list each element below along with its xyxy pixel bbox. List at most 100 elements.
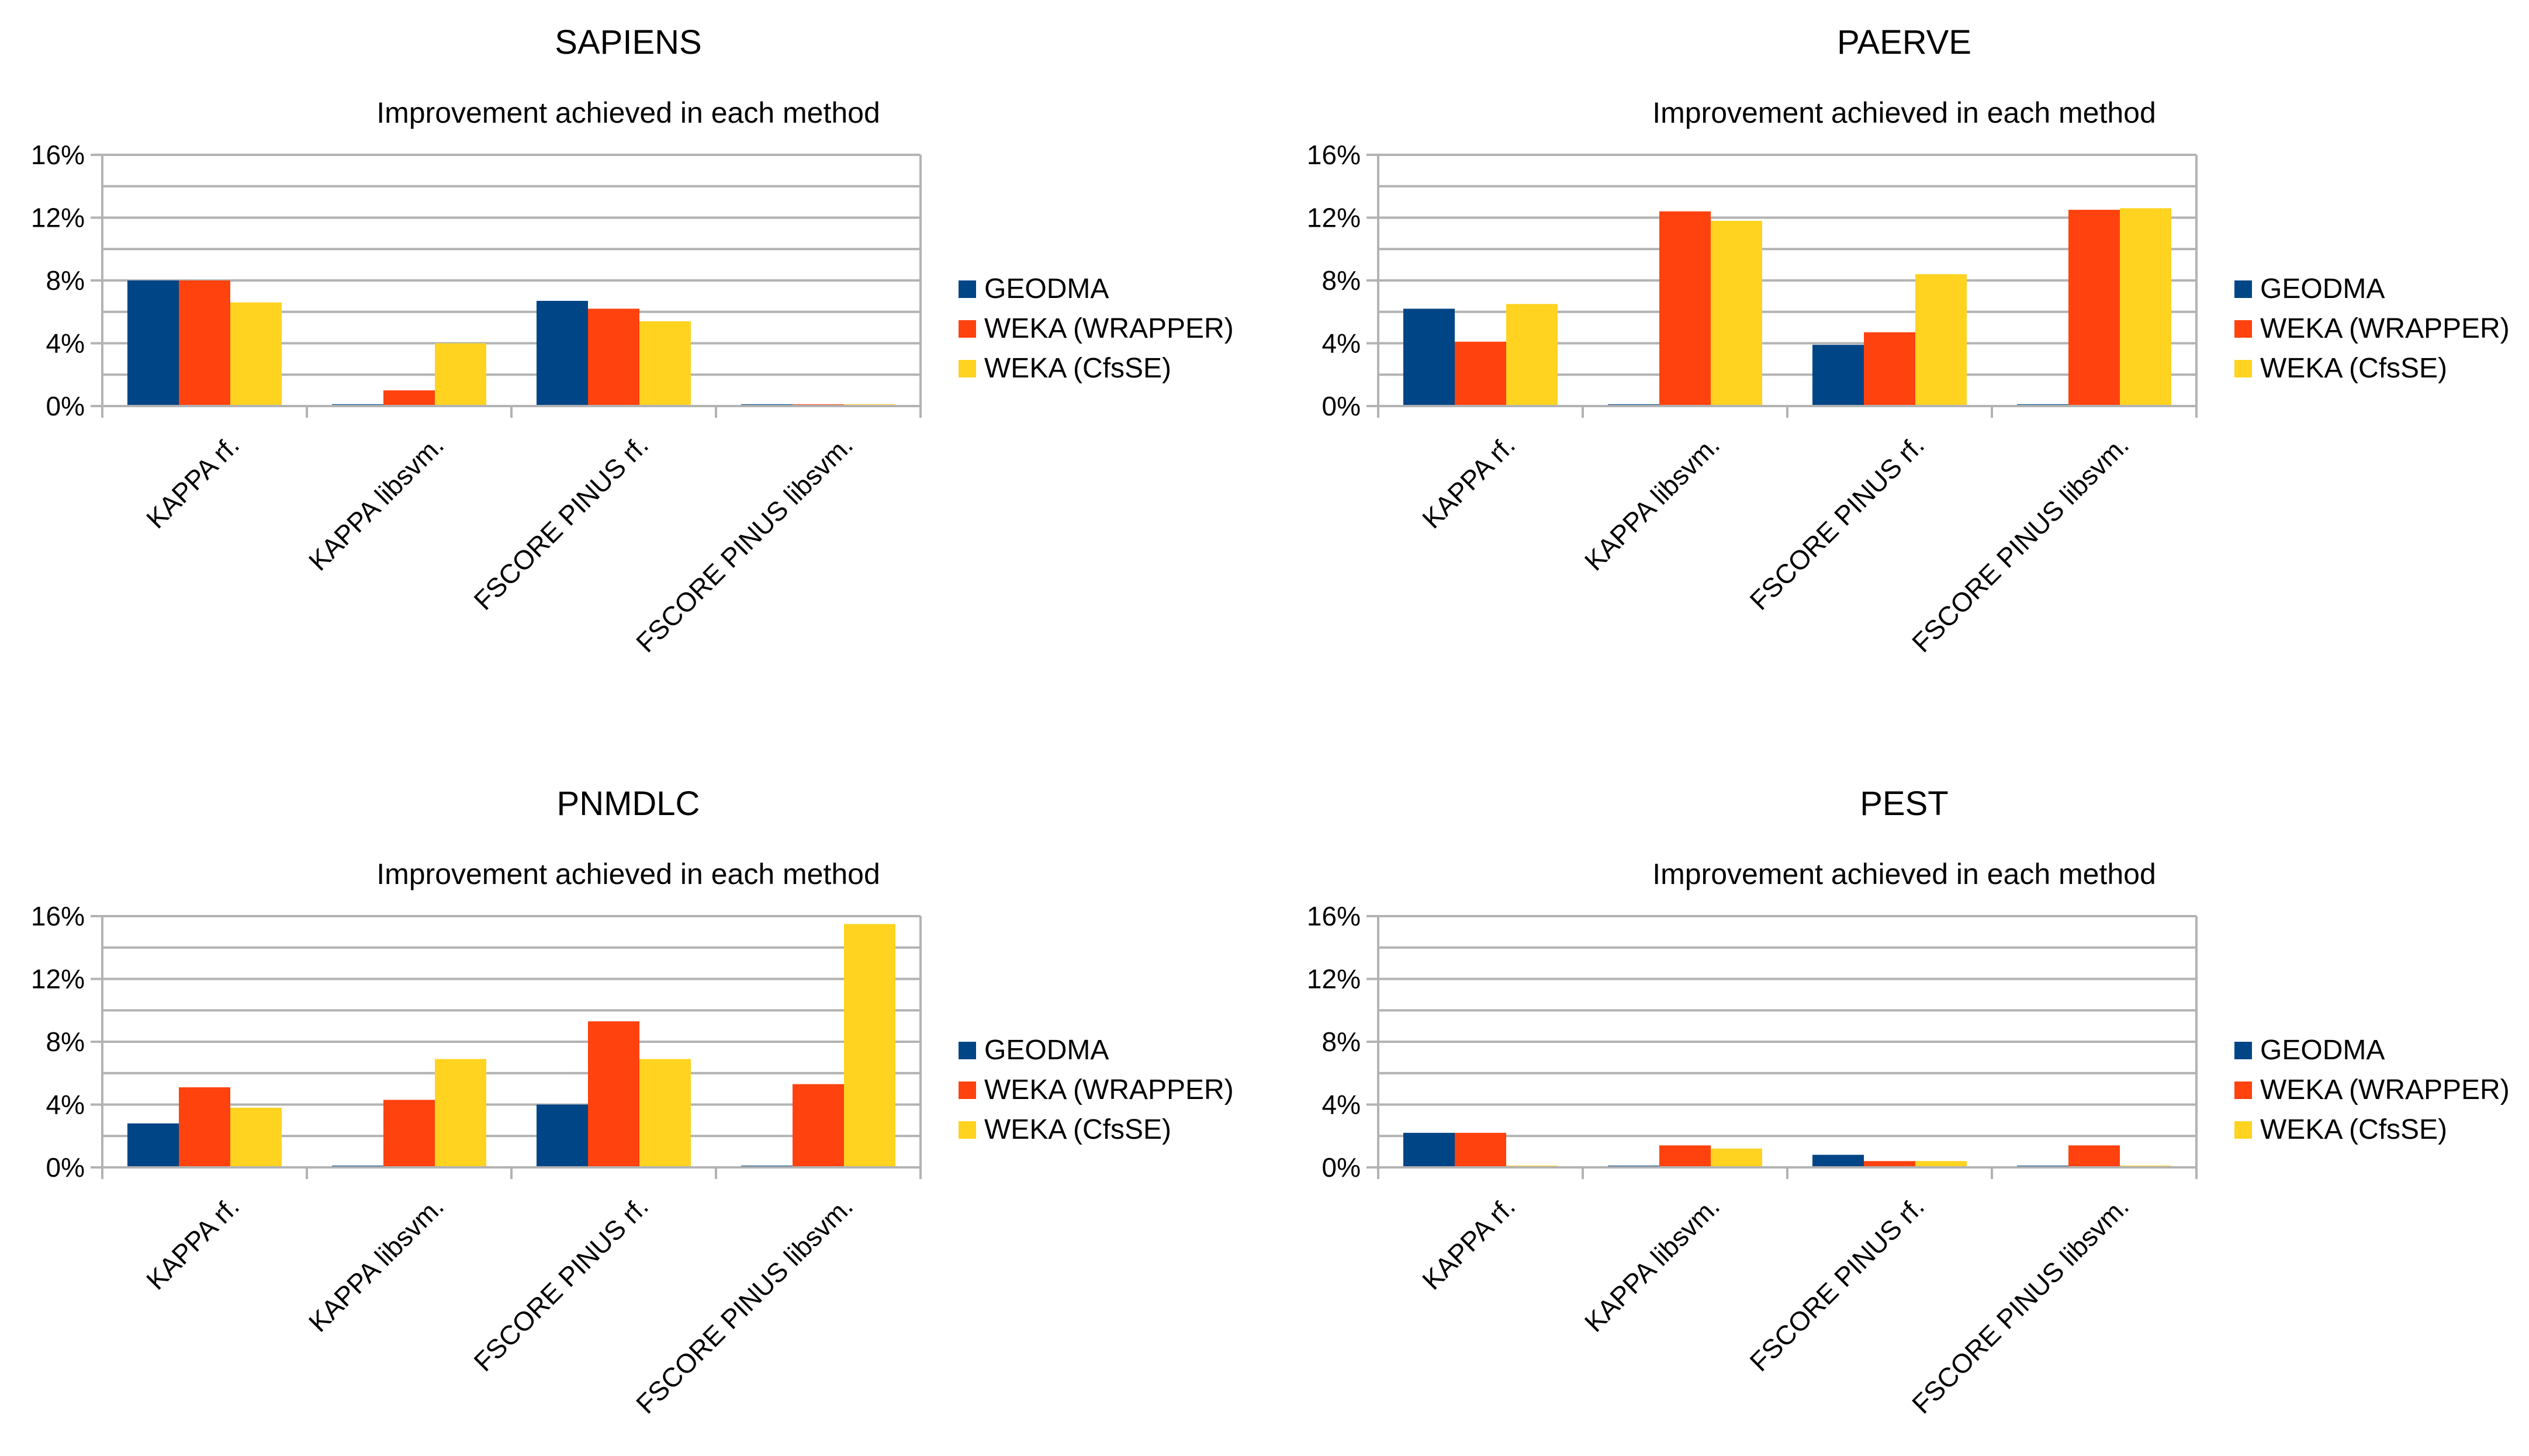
- bar-weka-wrapper-kappa-rf: [179, 1087, 230, 1167]
- x-category-label: FSCORE PINUS rf.: [468, 1191, 654, 1377]
- bar-geodma-fscore-pinus-rf: [537, 1104, 588, 1167]
- legend-swatch-weka-cfsse: [959, 1121, 976, 1139]
- legend-swatch-weka-wrapper: [2234, 1081, 2252, 1099]
- bar-weka-wrapper-fscore-pinus-rf: [588, 1021, 639, 1167]
- legend-label-geodma: GEODMA: [984, 1035, 1109, 1066]
- x-category-label: FSCORE PINUS libsvm.: [630, 1191, 859, 1419]
- x-category-label: KAPPA rf.: [1416, 1191, 1521, 1295]
- y-tick-label: 12%: [1307, 203, 1361, 233]
- x-category-label: KAPPA libsvm.: [1579, 429, 1725, 576]
- legend-swatch-weka-cfsse: [2234, 1121, 2252, 1139]
- legend-swatch-geodma: [959, 280, 976, 298]
- bar-weka-cfsse-fscore-pinus-rf: [1915, 274, 1967, 406]
- legend-label-weka-cfsse: WEKA (CfsSE): [2260, 353, 2447, 384]
- bar-geodma-fscore-pinus-rf: [1812, 345, 1864, 406]
- legend-label-weka-wrapper: WEKA (WRAPPER): [2260, 313, 2510, 344]
- bar-geodma-fscore-pinus-rf: [537, 300, 588, 406]
- y-tick-label: 8%: [46, 265, 85, 296]
- y-tick-label: 0%: [1322, 1152, 1361, 1183]
- bar-geodma-fscore-pinus-rf: [1812, 1155, 1864, 1167]
- x-category-label: KAPPA libsvm.: [303, 1191, 449, 1337]
- y-tick-label: 0%: [46, 1152, 85, 1183]
- chart-title: PNMDLC: [557, 785, 700, 823]
- bar-weka-wrapper-fscore-pinus-libsvm: [793, 1084, 844, 1167]
- chart-panel-pnmdlc: PNMDLC Improvement achieved in each metho…: [31, 785, 1234, 1419]
- bar-weka-cfsse-kappa-rf: [1506, 304, 1558, 406]
- y-tick-label: 4%: [1322, 1090, 1361, 1120]
- x-category-label: KAPPA rf.: [1416, 429, 1521, 534]
- y-tick-label: 12%: [31, 964, 85, 994]
- bar-geodma-kappa-rf: [1403, 1132, 1455, 1167]
- chart-subtitle: Improvement achieved in each method: [1652, 858, 2156, 890]
- y-tick-label: 16%: [1307, 140, 1361, 170]
- chart-panel-paerve: PAERVE Improvement achieved in each metho…: [1307, 23, 2510, 658]
- legend-label-geodma: GEODMA: [2260, 273, 2385, 304]
- x-category-label: FSCORE PINUS rf.: [1743, 1191, 1930, 1377]
- chart-subtitle: Improvement achieved in each method: [376, 858, 880, 890]
- bar-weka-wrapper-kappa-rf: [179, 280, 230, 406]
- y-tick-label: 12%: [1307, 964, 1361, 994]
- y-tick-label: 12%: [31, 203, 85, 233]
- y-tick-label: 8%: [1322, 1027, 1361, 1057]
- bar-weka-cfsse-fscore-pinus-rf: [1915, 1161, 1967, 1167]
- legend-label-weka-cfsse: WEKA (CfsSE): [984, 1114, 1171, 1145]
- legend-label-weka-wrapper: WEKA (WRAPPER): [984, 313, 1234, 344]
- legend-swatch-weka-cfsse: [959, 360, 976, 377]
- bar-weka-wrapper-kappa-libsvm: [383, 390, 435, 406]
- bar-weka-cfsse-fscore-pinus-libsvm: [2120, 208, 2171, 406]
- chart-title: SAPIENS: [555, 23, 701, 61]
- bar-weka-cfsse-fscore-pinus-rf: [639, 1059, 691, 1167]
- legend-label-weka-cfsse: WEKA (CfsSE): [984, 353, 1171, 384]
- legend-swatch-weka-wrapper: [2234, 320, 2252, 338]
- legend-swatch-geodma: [2234, 1042, 2252, 1059]
- bar-weka-wrapper-fscore-pinus-rf: [1864, 332, 1915, 406]
- y-tick-label: 0%: [1322, 391, 1361, 421]
- bar-weka-wrapper-fscore-pinus-rf: [588, 308, 639, 406]
- bar-weka-wrapper-fscore-pinus-libsvm: [2068, 210, 2120, 406]
- bar-geodma-kappa-rf: [127, 280, 179, 406]
- legend-label-weka-wrapper: WEKA (WRAPPER): [984, 1074, 1234, 1105]
- x-category-label: KAPPA libsvm.: [303, 429, 449, 576]
- y-tick-label: 8%: [46, 1027, 85, 1057]
- bar-geodma-kappa-rf: [127, 1123, 179, 1167]
- x-category-label: FSCORE PINUS libsvm.: [1906, 1191, 2134, 1419]
- bar-weka-cfsse-kappa-libsvm: [435, 1059, 486, 1167]
- y-tick-label: 4%: [46, 1090, 85, 1120]
- chart-title: PEST: [1860, 785, 1949, 823]
- bar-weka-cfsse-fscore-pinus-libsvm: [844, 924, 895, 1167]
- bar-weka-wrapper-kappa-libsvm: [1659, 1145, 1711, 1167]
- x-category-label: KAPPA libsvm.: [1579, 1191, 1725, 1337]
- chart-subtitle: Improvement achieved in each method: [376, 96, 880, 129]
- legend-label-weka-wrapper: WEKA (WRAPPER): [2260, 1074, 2510, 1105]
- bar-weka-wrapper-kappa-rf: [1455, 1132, 1506, 1167]
- chart-panel-pest: PEST Improvement achieved in each method 0…: [1307, 785, 2510, 1419]
- bar-weka-wrapper-kappa-libsvm: [383, 1100, 435, 1167]
- x-category-label: KAPPA rf.: [140, 1191, 245, 1295]
- bar-weka-wrapper-kappa-rf: [1455, 341, 1506, 406]
- bar-weka-cfsse-kappa-libsvm: [1711, 220, 1762, 406]
- bar-weka-wrapper-fscore-pinus-libsvm: [2068, 1145, 2120, 1167]
- y-tick-label: 8%: [1322, 265, 1361, 296]
- chart-panel-sapiens: SAPIENS Improvement achieved in each meth…: [31, 23, 1234, 658]
- bar-weka-cfsse-kappa-rf: [230, 1107, 282, 1167]
- bar-weka-cfsse-kappa-libsvm: [1711, 1148, 1762, 1167]
- y-tick-label: 4%: [1322, 328, 1361, 359]
- y-tick-label: 4%: [46, 328, 85, 359]
- y-tick-label: 16%: [1307, 901, 1361, 931]
- legend-label-geodma: GEODMA: [2260, 1035, 2385, 1066]
- legend-label-geodma: GEODMA: [984, 273, 1109, 304]
- bar-weka-wrapper-kappa-libsvm: [1659, 211, 1711, 406]
- x-category-label: KAPPA rf.: [140, 429, 245, 534]
- y-tick-label: 0%: [46, 391, 85, 421]
- y-tick-label: 16%: [31, 140, 85, 170]
- chart-title: PAERVE: [1837, 23, 1971, 61]
- bar-geodma-kappa-rf: [1403, 308, 1455, 406]
- legend-swatch-geodma: [2234, 280, 2252, 298]
- x-category-label: FSCORE PINUS rf.: [468, 429, 654, 616]
- x-category-label: FSCORE PINUS libsvm.: [1906, 429, 2134, 658]
- x-category-label: FSCORE PINUS libsvm.: [630, 429, 859, 658]
- legend-swatch-geodma: [959, 1042, 976, 1059]
- y-tick-label: 16%: [31, 901, 85, 931]
- chart-subtitle: Improvement achieved in each method: [1652, 96, 2156, 129]
